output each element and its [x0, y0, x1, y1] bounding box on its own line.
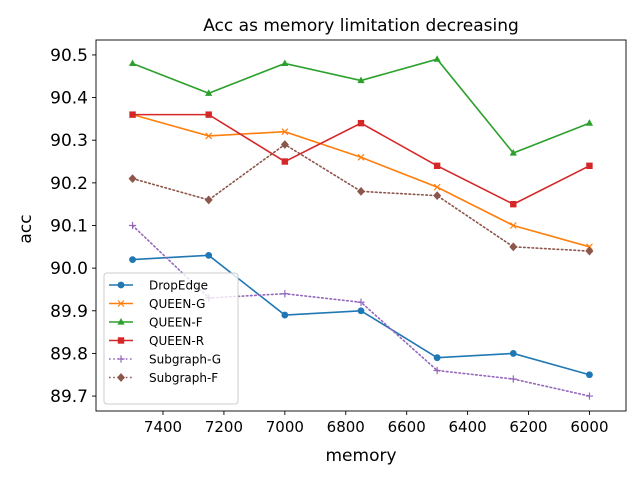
legend-marker: [117, 355, 125, 363]
data-point: [433, 191, 442, 201]
x-tick-label: 6600: [388, 418, 426, 436]
legend-label: QUEEN-F: [149, 316, 203, 330]
data-point: [205, 251, 213, 259]
legend-label: DropEdge: [149, 279, 208, 293]
legend-marker: [117, 300, 125, 307]
legend-item: DropEdge: [109, 279, 208, 293]
x-tick-label: 7200: [205, 418, 243, 436]
data-point: [281, 59, 289, 67]
y-axis-label: acc: [16, 214, 36, 243]
data-point: [509, 149, 517, 156]
data-point: [509, 350, 517, 357]
y-tick-label: 90.5: [50, 46, 88, 66]
data-point: [128, 221, 137, 230]
y-tick-label: 89.9: [50, 302, 88, 322]
data-point: [433, 354, 441, 362]
data-point: [433, 366, 441, 375]
data-point: [433, 183, 441, 191]
legend-item: QUEEN-F: [109, 316, 203, 330]
legend-marker: [117, 373, 125, 382]
y-tick-label: 90.4: [50, 89, 88, 109]
legend-marker: [117, 281, 125, 289]
chart-title: Acc as memory limitation decreasing: [203, 16, 519, 36]
y-tick-label: 89.8: [50, 344, 88, 364]
data-point: [281, 128, 289, 136]
data-point: [509, 242, 518, 252]
x-tick-label: 7400: [144, 418, 182, 436]
data-point: [281, 311, 289, 319]
data-point: [357, 153, 365, 161]
data-point: [357, 298, 365, 306]
legend-label: Subgraph-G: [149, 353, 221, 367]
data-point: [433, 162, 441, 169]
data-point: [128, 174, 137, 183]
x-axis-label: memory: [325, 446, 396, 466]
y-tick-label: 90.0: [50, 259, 88, 279]
data-point: [280, 140, 289, 149]
legend-marker: [117, 318, 125, 325]
data-point: [510, 200, 517, 208]
legend-item: QUEEN-R: [109, 334, 204, 348]
x-tick-label: 6200: [509, 418, 547, 436]
data-point: [357, 119, 365, 127]
data-point: [205, 89, 213, 96]
x-tick-label: 6400: [449, 418, 487, 436]
data-point: [281, 158, 289, 165]
legend-box: [103, 272, 239, 405]
series-line-queen-g: [132, 113, 590, 248]
legend-label: QUEEN-G: [149, 297, 205, 311]
x-tick-label: 6000: [570, 418, 608, 436]
y-axis: 89.7 89.8 89.9 90.0 90.1 90.2 90.3 90.4 90.5: [50, 46, 96, 407]
legend-marker: [117, 337, 125, 344]
y-tick-label: 90.1: [50, 217, 88, 237]
data-point: [281, 290, 289, 298]
data-point: [586, 371, 593, 379]
data-point: [585, 119, 594, 126]
x-axis: 7400 7200 7000 6800 6600 6400 6200 6000: [144, 411, 609, 436]
data-point: [509, 222, 517, 229]
legend-label: Subgraph-F: [149, 371, 218, 385]
legend-label: QUEEN-R: [149, 334, 204, 348]
legend-item: Subgraph-F: [109, 371, 218, 385]
data-point: [205, 132, 213, 140]
series-line-subgraph-f: [131, 143, 591, 252]
y-tick-label: 89.7: [50, 387, 88, 407]
legend: DropEdge QUEEN-G QUEEN-F QUEEN-R Subgraph-G S…: [103, 272, 239, 405]
series-line-queen-f: [132, 58, 590, 154]
data-point: [357, 186, 365, 196]
data-point: [129, 256, 136, 264]
data-point: [585, 392, 594, 400]
data-point: [357, 307, 365, 315]
y-tick-label: 90.2: [50, 174, 88, 194]
data-point: [509, 375, 517, 383]
legend-item: QUEEN-G: [109, 297, 205, 311]
data-point: [357, 76, 365, 84]
data-point: [204, 195, 213, 205]
x-tick-label: 7000: [266, 418, 304, 436]
data-point: [586, 162, 593, 169]
data-point: [433, 55, 441, 62]
data-point: [128, 59, 137, 67]
legend-item: Subgraph-G: [109, 353, 221, 367]
y-tick-label: 90.3: [50, 131, 88, 151]
data-point: [205, 111, 212, 118]
data-point: [585, 246, 594, 256]
data-point: [129, 111, 136, 118]
x-tick-label: 6800: [327, 418, 365, 436]
